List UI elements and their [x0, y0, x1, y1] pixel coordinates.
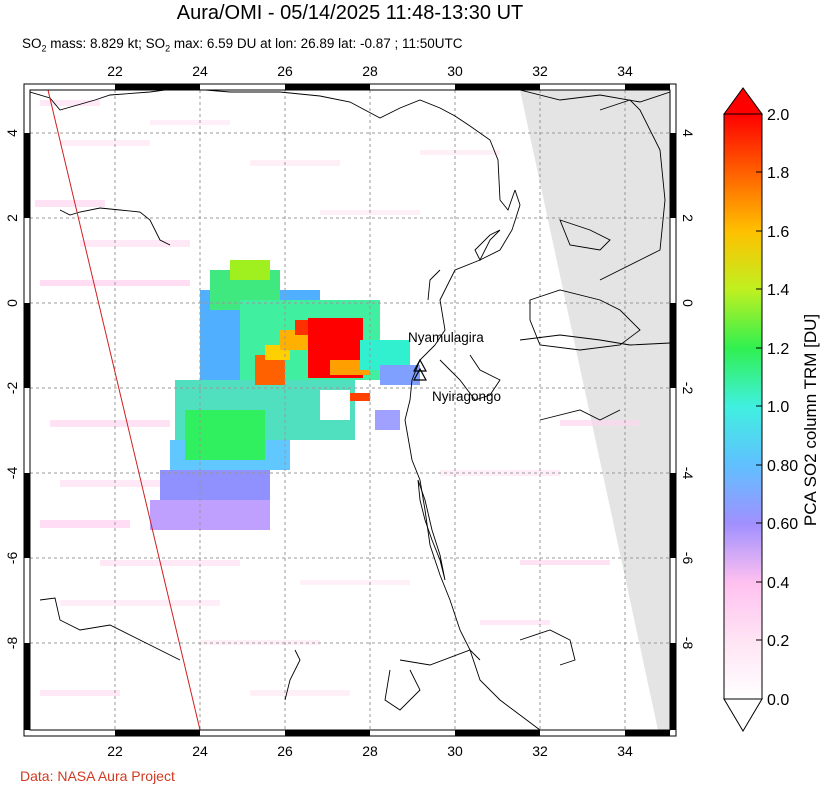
- lat-ticks-left: 4 2 0 -2 -4 -6 -8: [4, 129, 20, 649]
- lon-tick: 24: [192, 63, 208, 79]
- coastlines: [30, 90, 670, 730]
- lon-tick: 24: [192, 743, 208, 759]
- lon-tick: 34: [617, 63, 633, 79]
- lon-tick: 32: [532, 63, 548, 79]
- lat-tick: -6: [680, 552, 696, 565]
- orbit-edge-line: [47, 90, 201, 730]
- lat-tick: 4: [680, 129, 696, 137]
- lon-tick: 28: [362, 743, 378, 759]
- lon-tick: 32: [532, 743, 548, 759]
- lat-tick: -6: [4, 552, 20, 565]
- colorbar: 2.0 1.8 1.6 1.4 1.2 1.0 0.80 0.60 0.4 0.…: [723, 87, 820, 732]
- colorbar-label: 0.4: [767, 575, 789, 592]
- so2-plume: [150, 260, 420, 530]
- lat-tick: 0: [680, 299, 696, 307]
- lon-tick: 22: [107, 63, 123, 79]
- volcano-label-nyamulagira: Nyamulagira: [408, 330, 484, 345]
- lat-ticks-right: 4 2 0 -2 -4 -6 -8: [680, 129, 696, 649]
- map-panel: Nyamulagira Nyiragongo: [30, 90, 670, 730]
- lon-ticks-bottom: 22 24 26 28 30 32 34: [107, 743, 633, 759]
- lat-tick: -4: [4, 467, 20, 480]
- lon-tick: 28: [362, 63, 378, 79]
- lat-tick: 2: [680, 214, 696, 222]
- nyiragongo-marker: [412, 367, 428, 381]
- lon-tick: 30: [447, 743, 463, 759]
- lat-tick: -2: [4, 382, 20, 395]
- lon-tick: 26: [277, 63, 293, 79]
- lat-tick: 2: [4, 214, 20, 222]
- map-grid: [30, 90, 670, 730]
- lat-tick: 0: [4, 299, 20, 307]
- colorbar-label: 1.2: [767, 341, 789, 358]
- lat-tick: -8: [680, 637, 696, 650]
- lon-tick: 22: [107, 743, 123, 759]
- colorbar-label: 1.4: [767, 282, 789, 299]
- volcano-label-nyiragongo: Nyiragongo: [432, 389, 501, 404]
- colorbar-title: PCA SO2 column TRM [DU]: [801, 314, 820, 526]
- lon-tick: 34: [617, 743, 633, 759]
- nyamulagira-marker: [412, 358, 428, 372]
- map-title: Aura/OMI - 05/14/2025 11:48-13:30 UT: [176, 2, 524, 24]
- lat-tick: -4: [680, 467, 696, 480]
- lon-ticks-top: 22 24 26 28 30 32 34: [107, 63, 633, 79]
- colorbar-label: 0.0: [767, 692, 789, 709]
- colorbar-label: 0.60: [767, 516, 798, 533]
- colorbar-label: 1.6: [767, 224, 789, 241]
- colorbar-top-arrow: [723, 87, 763, 115]
- map-subtitle: SO2 mass: 8.829 kt; SO2 max: 6.59 DU at …: [22, 36, 463, 54]
- volcano-markers: Nyamulagira Nyiragongo: [408, 330, 501, 404]
- lat-tick: -2: [680, 382, 696, 395]
- lon-tick: 26: [277, 743, 293, 759]
- colorbar-label: 1.8: [767, 165, 789, 182]
- colorbar-label: 1.0: [767, 399, 789, 416]
- colorbar-label: 2.0: [767, 107, 789, 124]
- colorbar-label: 0.2: [767, 633, 789, 650]
- lon-tick: 30: [447, 63, 463, 79]
- no-data-swath: [520, 90, 670, 730]
- lat-tick: 4: [4, 129, 20, 137]
- data-credit: Data: NASA Aura Project: [20, 768, 175, 784]
- colorbar-label: 0.80: [767, 458, 798, 475]
- map-frame: [23, 83, 677, 737]
- lat-tick: -8: [4, 637, 20, 650]
- colorbar-bar: [723, 113, 763, 700]
- colorbar-bottom-arrow: [723, 698, 763, 732]
